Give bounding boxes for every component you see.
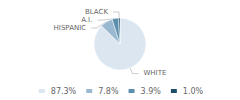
svg-text:87.3%: 87.3% (51, 87, 77, 96)
svg-text:3.9%: 3.9% (141, 87, 162, 96)
svg-text:HISPANIC: HISPANIC (54, 24, 87, 32)
svg-text:7.8%: 7.8% (98, 87, 119, 96)
svg-text:WHITE: WHITE (143, 69, 166, 77)
svg-text:1.0%: 1.0% (183, 87, 204, 96)
svg-text:A.I.: A.I. (81, 16, 92, 24)
svg-text:BLACK: BLACK (85, 8, 108, 16)
